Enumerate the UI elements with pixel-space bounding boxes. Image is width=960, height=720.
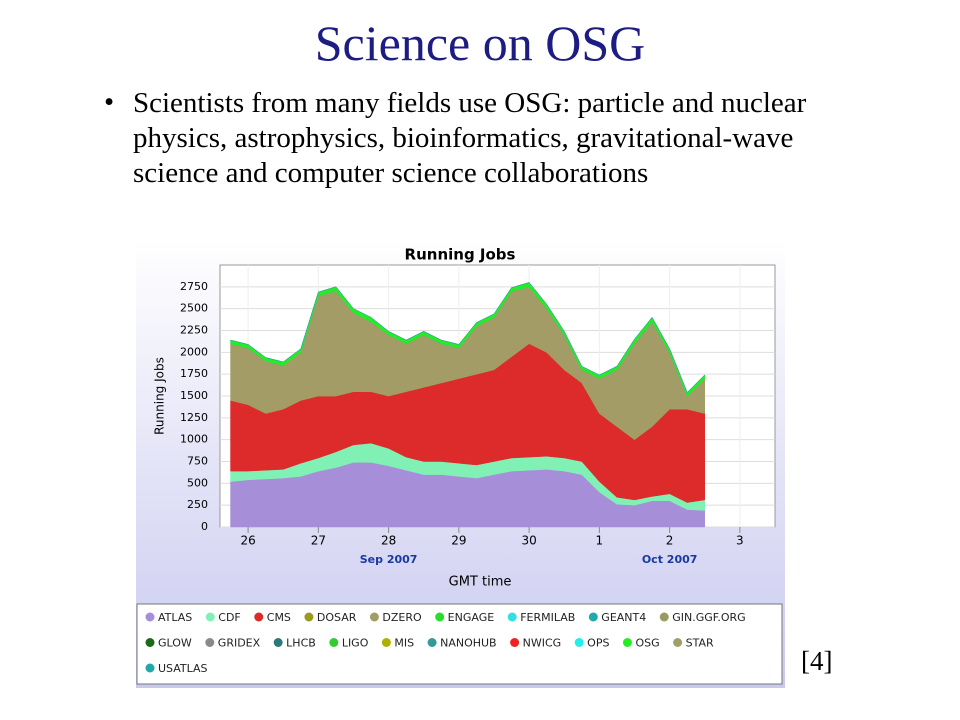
legend-label: NWICG <box>523 637 562 650</box>
y-tick-label: 1500 <box>180 389 208 402</box>
legend-swatch <box>205 612 215 622</box>
legend-label: ATLAS <box>158 611 192 624</box>
legend-item: DOSAR <box>304 611 357 624</box>
legend-label: ENGAGE <box>448 611 495 624</box>
y-tick-label: 1250 <box>180 411 208 424</box>
legend-box <box>136 603 783 685</box>
y-tick-label: 0 <box>201 520 208 533</box>
legend-swatch <box>145 638 155 647</box>
x-tick-label: 27 <box>311 534 326 548</box>
legend-label: GIN.GGF.ORG <box>672 611 745 624</box>
legend-item: NANOHUB <box>427 637 497 650</box>
legend-swatch <box>381 638 391 647</box>
legend-label: OPS <box>587 637 609 650</box>
legend-item: FERMILAB <box>507 611 575 624</box>
y-tick-label: 2500 <box>180 302 208 315</box>
x-axis-label: GMT time <box>449 575 512 590</box>
y-tick-label: 2750 <box>180 280 208 293</box>
legend-swatch <box>369 612 379 622</box>
x-tick-label: 2 <box>666 534 674 548</box>
x-tick-label: 1 <box>596 534 604 548</box>
legend-item: CDF <box>205 611 241 624</box>
legend-swatch <box>588 612 598 622</box>
legend-label: CMS <box>267 611 291 624</box>
legend-label: GRIDEX <box>218 637 261 650</box>
legend-item: ATLAS <box>145 611 192 624</box>
legend-item: LIGO <box>329 637 369 650</box>
bullet-text: Scientists from many fields use OSG: par… <box>133 87 807 189</box>
legend-label: GEANT4 <box>601 611 646 624</box>
y-tick-label: 750 <box>187 455 208 468</box>
legend-label: DOSAR <box>317 611 357 624</box>
legend-item: GRIDEX <box>205 637 261 650</box>
legend-item: LHCB <box>273 637 316 650</box>
legend-swatch <box>205 638 215 647</box>
legend-item: GLOW <box>145 637 192 650</box>
legend-swatch <box>273 638 283 647</box>
legend-swatch <box>145 663 155 673</box>
legend-swatch <box>304 612 314 622</box>
legend-item: MIS <box>381 637 414 650</box>
legend-label: LHCB <box>286 637 316 650</box>
legend-label: OSG <box>635 637 659 650</box>
month-label: Sep 2007 <box>360 553 418 566</box>
y-tick-label: 2250 <box>180 324 208 337</box>
y-tick-label: 1750 <box>180 367 208 380</box>
legend-swatch <box>622 638 632 647</box>
legend-swatch <box>673 638 683 647</box>
chart-title: Running Jobs <box>405 246 516 264</box>
y-tick-label: 250 <box>187 498 208 511</box>
y-axis-label: Running Jobs <box>153 357 167 435</box>
legend-label: GLOW <box>158 637 192 650</box>
y-tick-label: 500 <box>187 476 208 489</box>
legend-swatch <box>510 638 520 647</box>
legend-swatch <box>659 612 669 622</box>
legend-item: STAR <box>673 637 714 650</box>
legend-label: MIS <box>394 637 414 650</box>
x-tick-label: 29 <box>451 534 466 548</box>
legend-item: CMS <box>254 611 291 624</box>
x-tick-label: 30 <box>521 534 536 548</box>
legend-item: OSG <box>622 637 660 650</box>
legend-item: ENGAGE <box>435 611 494 624</box>
x-tick-label: 28 <box>381 534 396 548</box>
legend-swatch <box>145 612 155 622</box>
month-label: Oct 2007 <box>642 553 698 566</box>
slide-title: Science on OSG <box>314 15 646 71</box>
legend-item: NWICG <box>510 637 561 650</box>
legend-item: GEANT4 <box>588 611 646 624</box>
legend-swatch <box>507 612 517 622</box>
legend-item: USATLAS <box>145 662 208 675</box>
legend-swatch <box>427 638 437 647</box>
citation: [4] <box>801 646 833 676</box>
legend-label: STAR <box>686 637 714 650</box>
legend-item: OPS <box>574 637 609 650</box>
legend-label: NANOHUB <box>440 637 497 650</box>
legend-label: DZERO <box>382 611 422 624</box>
legend-item: GIN.GGF.ORG <box>659 611 746 624</box>
y-tick-label: 1000 <box>180 433 208 446</box>
legend-label: FERMILAB <box>520 611 575 624</box>
legend-swatch <box>329 638 339 647</box>
legend-swatch <box>435 612 445 622</box>
legend-label: USATLAS <box>158 662 208 675</box>
x-tick-label: 3 <box>736 534 744 548</box>
legend-swatch <box>574 638 584 647</box>
legend-label: CDF <box>218 611 240 624</box>
y-tick-label: 2000 <box>180 345 208 358</box>
bullet-marker: • <box>104 86 115 118</box>
legend-label: LIGO <box>342 637 369 650</box>
legend-item: DZERO <box>369 611 422 624</box>
x-tick-label: 26 <box>240 534 255 548</box>
legend-swatch <box>254 612 264 622</box>
